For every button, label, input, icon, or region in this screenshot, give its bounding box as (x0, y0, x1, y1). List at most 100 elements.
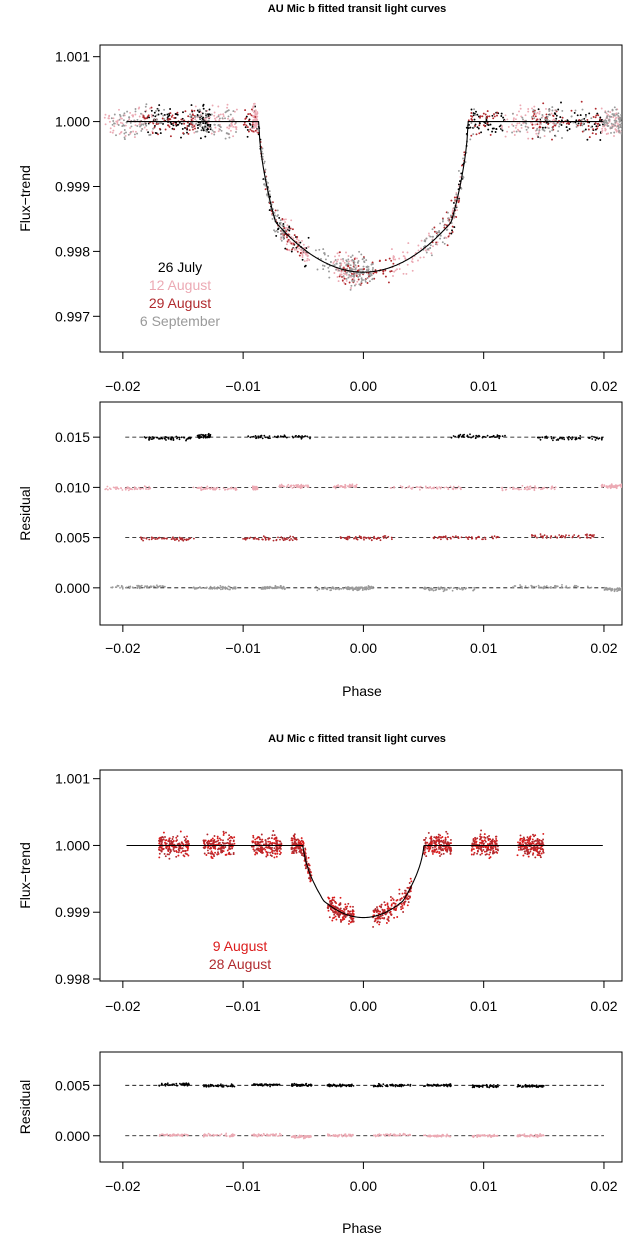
residual-point (589, 537, 592, 539)
data-point (299, 851, 302, 854)
data-point (486, 836, 489, 838)
data-point (477, 115, 480, 118)
data-point (228, 124, 231, 127)
residual-point (182, 539, 185, 542)
residual-point (196, 487, 199, 489)
residual-point (272, 539, 275, 542)
data-point (162, 114, 165, 117)
residual-point (177, 436, 179, 439)
residual-point (539, 533, 542, 535)
data-point (429, 235, 432, 238)
residual-point (349, 484, 352, 487)
data-point (180, 847, 182, 850)
data-point (345, 251, 347, 254)
data-point (617, 112, 620, 115)
data-point (306, 257, 309, 260)
data-point (188, 129, 191, 132)
residual-point (541, 436, 544, 439)
data-point (438, 840, 441, 843)
data-point (345, 263, 348, 266)
residual-series-4 (110, 584, 622, 593)
data-point (219, 126, 222, 129)
data-point (393, 916, 396, 919)
data-point (486, 846, 489, 849)
data-point (125, 131, 127, 134)
residual-point (344, 484, 347, 487)
residual-point (438, 535, 441, 538)
residual-point (543, 534, 546, 537)
residual-point (378, 537, 381, 540)
data-point (199, 117, 202, 120)
data-point (343, 261, 346, 264)
residual-point (369, 537, 372, 539)
residual-point (299, 486, 301, 489)
data-point (112, 120, 115, 122)
data-point (279, 233, 282, 236)
data-point (534, 112, 537, 115)
data-point (363, 261, 366, 264)
residual-point (564, 535, 567, 538)
residual-point (262, 535, 265, 538)
data-point (194, 105, 197, 108)
data-point (536, 854, 539, 856)
data-point (296, 236, 299, 238)
data-point (274, 214, 277, 217)
residual-point (477, 536, 479, 539)
data-point (350, 256, 352, 259)
residual-point (209, 488, 212, 490)
data-point (544, 118, 547, 121)
data-point (491, 127, 494, 130)
residual-point (492, 434, 495, 437)
data-point (334, 900, 337, 903)
data-point (288, 249, 291, 252)
residual-point (437, 586, 440, 589)
data-point (265, 841, 267, 843)
residual-point (346, 537, 349, 540)
residual-point (424, 485, 427, 488)
residual-point (334, 588, 337, 591)
data-point (605, 112, 608, 115)
residual-point (608, 588, 611, 591)
residual-point (263, 434, 266, 437)
data-point (348, 281, 351, 284)
residual-point (185, 539, 188, 542)
data-point (420, 239, 423, 242)
data-point (297, 242, 300, 245)
residual-point (340, 588, 343, 590)
data-point (134, 130, 137, 133)
residual-point (399, 485, 402, 487)
residual-point (252, 486, 255, 489)
y-tick-label: 1.001 (55, 49, 90, 65)
residual-point (542, 587, 545, 590)
data-point (408, 882, 411, 884)
residual-point (252, 435, 255, 438)
residual-point (501, 486, 503, 489)
data-point (323, 252, 326, 255)
data-point (141, 113, 144, 116)
residual-point (537, 487, 540, 489)
data-point (447, 219, 450, 222)
data-point (266, 851, 269, 854)
data-point (181, 850, 184, 853)
data-point (433, 848, 436, 851)
data-point (217, 123, 220, 126)
data-point (222, 834, 225, 836)
data-point (392, 898, 395, 901)
data-point (403, 896, 405, 898)
data-point (284, 218, 287, 221)
data-point (573, 111, 576, 114)
data-point (393, 270, 396, 273)
residual-point (294, 435, 297, 438)
residual-point (531, 487, 533, 489)
residual-point (264, 436, 267, 439)
residual-point (529, 485, 531, 488)
residual-point (133, 488, 136, 491)
y-axis-label: Flux−trend (17, 165, 33, 232)
data-point (171, 843, 174, 846)
residual-point (277, 435, 279, 438)
data-point (189, 115, 192, 118)
data-point (118, 113, 121, 116)
data-point (234, 126, 237, 129)
data-point (208, 113, 211, 116)
residual-point (289, 484, 292, 487)
